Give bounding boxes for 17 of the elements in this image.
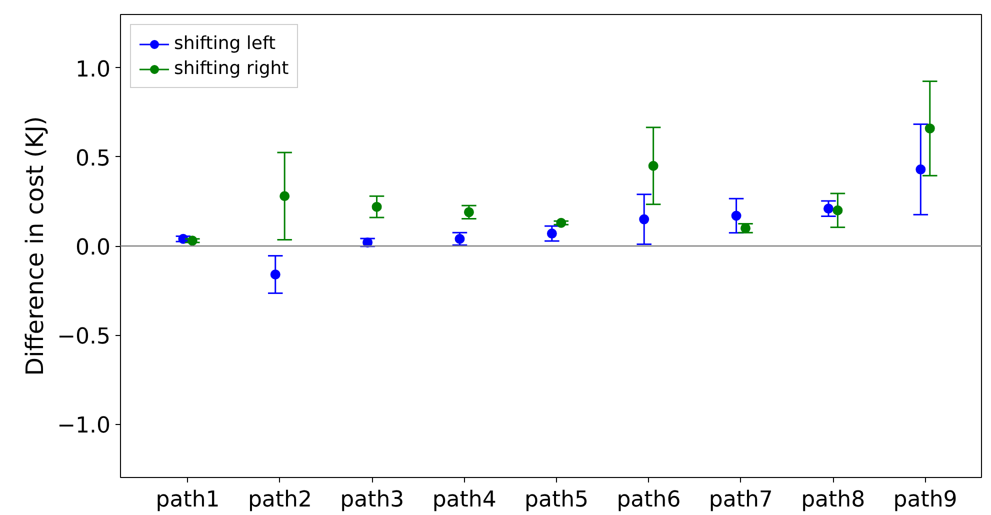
x-tick-label: path8 [801,488,866,512]
y-tick-label: 0.0 [76,236,111,260]
x-tick-label: path5 [524,488,589,512]
legend-label: shifting right [174,58,289,79]
y-tick-label: −1.0 [57,414,110,439]
x-tick-label: path3 [340,488,404,512]
x-tick-label: path6 [616,488,681,512]
x-tick-label: path4 [432,488,496,512]
x-tick-label: path9 [893,488,958,512]
y-tick-label: 0.5 [76,146,111,172]
y-tick-label: −0.5 [57,324,110,350]
legend-label: shifting left [174,33,276,54]
x-tick-label: path7 [708,488,773,512]
y-axis-title: Difference in cost (KJ) [21,116,50,376]
x-tick-label: path1 [156,488,220,512]
x-tick-label: path2 [248,488,312,512]
y-tick-label: 1.0 [76,57,111,82]
